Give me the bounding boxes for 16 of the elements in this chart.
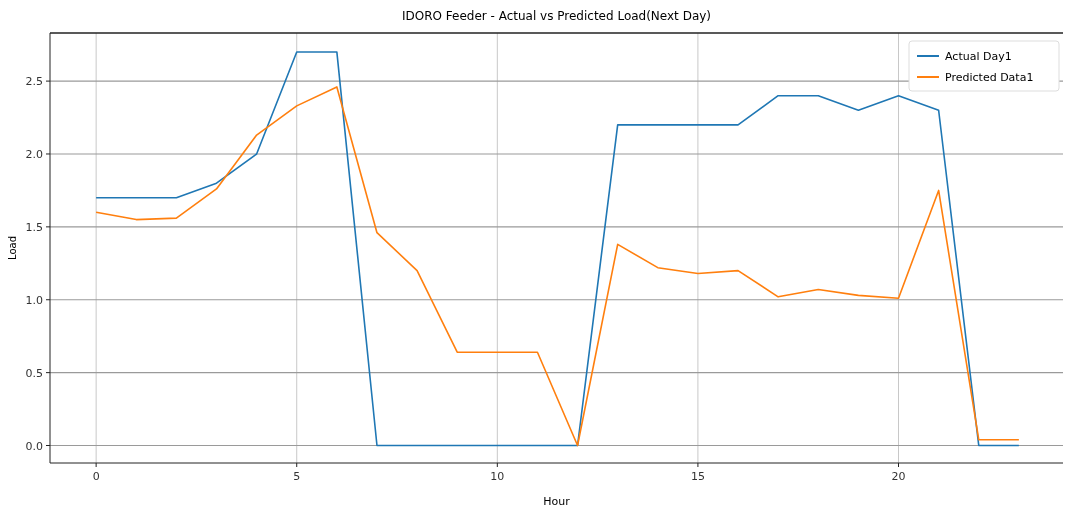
legend-label: Actual Day1: [945, 50, 1012, 63]
legend-label: Predicted Data1: [945, 71, 1034, 84]
x-tick-label: 10: [490, 470, 505, 483]
y-tick-label: 1.0: [25, 293, 43, 307]
x-tick-label: 0: [92, 470, 100, 483]
x-tick-label: 15: [690, 470, 705, 483]
y-axis-title: Load: [7, 236, 18, 260]
x-tick-label: 20: [891, 470, 906, 483]
chart-title: IDORO Feeder - Actual vs Predicted Load(Next Day): [401, 9, 712, 23]
y-tick-label: 0.0: [25, 439, 43, 453]
y-tick-label: 2.0: [25, 147, 43, 161]
x-tick-label: 5: [293, 470, 301, 483]
y-tick-label: 0.5: [25, 366, 43, 380]
y-tick-label: 2.5: [25, 75, 43, 89]
x-axis-title: Hour: [543, 495, 571, 508]
y-tick-label: 1.5: [25, 220, 43, 234]
